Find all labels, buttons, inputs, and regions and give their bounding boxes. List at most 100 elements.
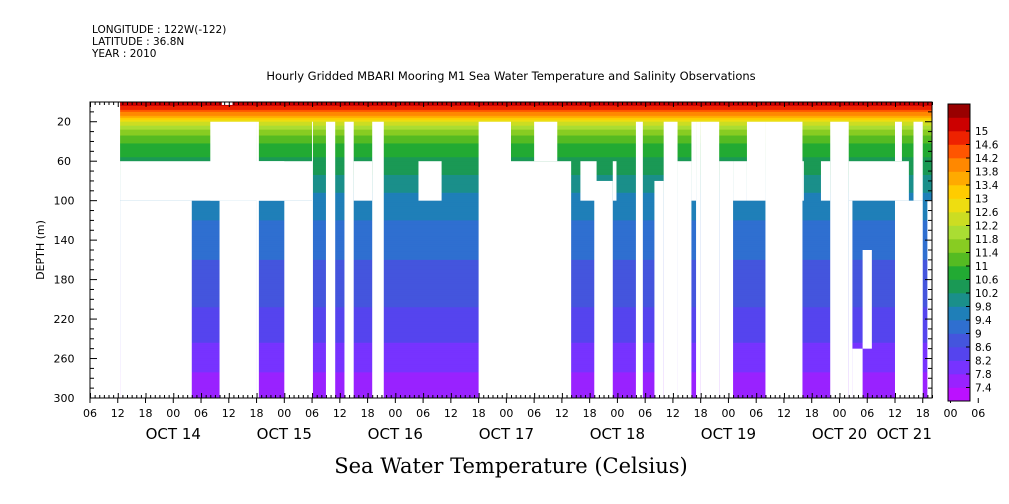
x-tick-label: 00 [610,407,624,420]
missing-data-gap [663,121,678,398]
colorbar-label: 12.6 [975,207,999,219]
colorbar-label: 7.4 [975,383,992,395]
missing-data-gap [580,161,597,201]
missing-data-gap [848,200,853,398]
x-tick-label: 18 [250,407,264,420]
colorbar-swatch [948,320,970,334]
x-tick-label: 18 [916,407,930,420]
x-tick-label: 12 [333,407,347,420]
colorbar-label: 11.4 [975,248,999,260]
latitude-label: LATITUDE : 36.8N [92,36,185,48]
x-date-label: OCT 15 [257,425,312,443]
missing-data-gap [534,121,558,162]
colorbar-label: 11 [975,261,988,273]
x-tick-label: 18 [694,407,708,420]
missing-data-gap [677,161,692,398]
missing-data-gap [848,161,909,201]
colorbar-swatch [948,279,970,294]
colorbar-label: 9.4 [975,315,992,327]
colorbar-swatch [948,212,970,226]
y-tick-label: 100 [54,195,75,208]
x-tick-label: 18 [805,407,819,420]
colorbar-label: 9 [975,329,982,341]
colorbar-swatch [948,387,970,402]
x-tick-label: 06 [749,407,763,420]
y-tick-label: 220 [54,313,75,326]
colorbar-swatch [948,198,970,213]
x-date-label: OCT 17 [479,425,534,443]
missing-data-gap [120,200,192,398]
x-tick-label: 00 [277,407,291,420]
y-tick-label: 180 [54,274,75,287]
missing-data-gap [691,121,697,201]
missing-data-gap [746,121,766,201]
missing-data-gap [219,200,257,398]
colorbar-swatch [948,131,970,145]
x-date-label: OCT 20 [812,425,867,443]
colorbar-swatch [948,104,970,118]
x-date-label: OCT 19 [701,425,756,443]
colorbar-swatch [948,171,970,186]
missing-data-gap [372,121,384,398]
temperature-band [90,109,932,113]
x-tick-label: 12 [888,407,902,420]
missing-data-gap [802,161,804,201]
colorbar-label: 15 [975,126,988,138]
colorbar-swatch [948,293,970,307]
colorbar-label: 8.6 [975,342,992,354]
colorbar-swatch [948,225,970,240]
missing-data-gap [894,200,923,398]
x-tick-label: 18 [139,407,153,420]
missing-data-gap [284,200,313,398]
colorbar-label: 13 [975,194,988,206]
missing-data-gap [913,121,923,201]
y-tick-label: 20 [57,116,71,129]
temperature-band [90,105,932,109]
temperature-band [90,113,932,117]
colorbar-label: 14.2 [975,153,998,165]
missing-data-gap [594,180,613,398]
missing-data-gap [862,250,872,349]
y-tick-label: 300 [54,392,75,405]
y-axis-label: DEPTH (m) [34,220,47,280]
missing-data-gap [256,161,313,201]
temperature-band [90,117,932,121]
colorbar-swatch [948,144,970,159]
colorbar-label: 7.8 [975,369,992,381]
colorbar-label: 12.2 [975,221,998,233]
x-tick-label: 12 [777,407,791,420]
x-date-label: OCT 14 [146,425,201,443]
x-tick-label: 06 [527,407,541,420]
x-tick-label: 00 [944,407,958,420]
missing-data-gap [830,121,849,398]
colorbar-label: 10.6 [975,275,999,287]
colorbar-swatch [948,347,970,361]
missing-data-gap [256,121,259,398]
missing-data-gap [312,121,313,398]
x-date-label: OCT 18 [590,425,645,443]
temperature-band [90,111,932,115]
colorbar-swatch [948,266,970,280]
x-tick-label: 00 [832,407,846,420]
x-tick-label: 18 [361,407,375,420]
missing-data-gap [478,121,511,398]
x-tick-label: 12 [555,407,569,420]
temperature-band [90,103,932,107]
x-tick-label: 18 [472,407,486,420]
x-tick-label: 06 [416,407,430,420]
x-tick-label: 06 [305,407,319,420]
missing-data-gap [765,121,803,398]
x-tick-label: 12 [666,407,680,420]
colorbar-label: 11.8 [975,234,998,246]
colorbar-swatch [948,117,970,132]
x-date-label: OCT 21 [877,425,932,443]
colorbar-swatch [948,306,970,321]
missing-data-gap [719,161,734,398]
x-tick-label: 06 [638,407,652,420]
missing-data-gap [353,161,373,201]
x-tick-label: 00 [166,407,180,420]
colorbar-label: 8.2 [975,356,992,368]
missing-data-gap [733,161,747,201]
missing-data-gap [696,121,701,398]
x-tick-label: 18 [583,407,597,420]
